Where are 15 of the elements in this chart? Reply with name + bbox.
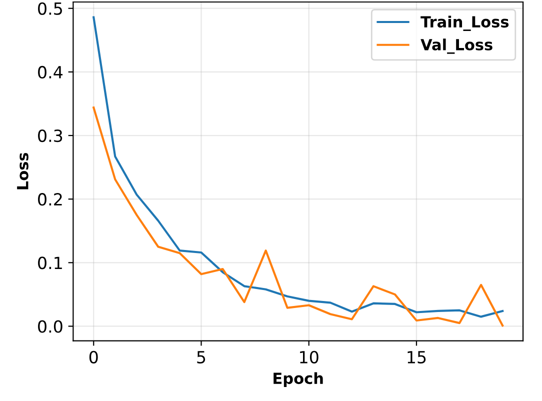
y-tick-label: 0.2 (38, 193, 62, 206)
x-tick-label: 10 (300, 350, 318, 364)
y-tick-label: 0.3 (38, 129, 62, 142)
y-tick-label: 0.4 (38, 66, 63, 79)
x-tick-label: 15 (408, 351, 426, 364)
y-axis-title: Loss (17, 152, 28, 190)
legend-label: Val_Loss (420, 38, 492, 54)
y-tick-label: 0.1 (38, 256, 62, 270)
line-series (92, 106, 504, 327)
y-tick-label: 0.0 (38, 320, 62, 333)
x-axis-title: Epoch (274, 372, 323, 388)
legend-label: Train_Loss (420, 16, 509, 31)
x-tick-label: 5 (197, 351, 206, 364)
y-tick-label: 0.5 (38, 2, 62, 15)
x-tick-label: 0 (89, 350, 98, 364)
